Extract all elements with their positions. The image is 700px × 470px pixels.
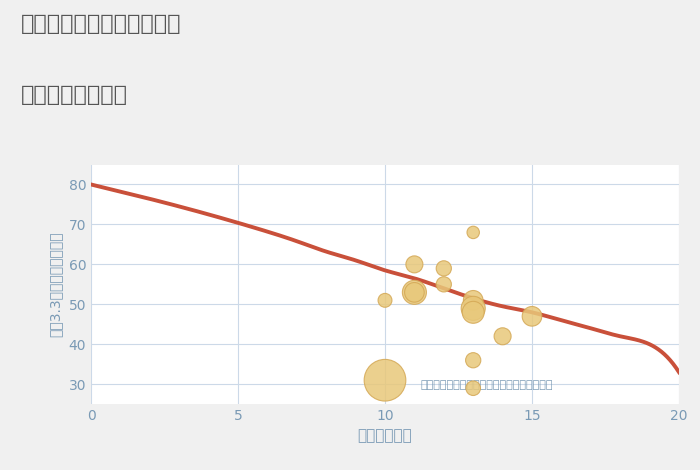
Point bbox=[468, 305, 479, 312]
Point bbox=[409, 260, 420, 268]
X-axis label: 駅距離（分）: 駅距離（分） bbox=[358, 429, 412, 444]
Text: 神奈川県伊勢原市東成瀬の: 神奈川県伊勢原市東成瀬の bbox=[21, 14, 181, 34]
Point bbox=[468, 308, 479, 316]
Point bbox=[409, 289, 420, 296]
Point bbox=[468, 384, 479, 392]
Point bbox=[438, 281, 449, 288]
Y-axis label: 坪（3.3㎡）単価（万円）: 坪（3.3㎡）単価（万円） bbox=[49, 232, 63, 337]
Point bbox=[409, 289, 420, 296]
Point bbox=[468, 356, 479, 364]
Point bbox=[468, 229, 479, 236]
Point bbox=[379, 376, 391, 384]
Point bbox=[379, 297, 391, 304]
Point bbox=[526, 313, 538, 320]
Point bbox=[497, 333, 508, 340]
Text: 円の大きさは、取引のあった物件面積を示す: 円の大きさは、取引のあった物件面積を示す bbox=[420, 380, 553, 390]
Point bbox=[438, 265, 449, 272]
Point bbox=[468, 297, 479, 304]
Text: 駅距離別土地価格: 駅距離別土地価格 bbox=[21, 85, 128, 105]
